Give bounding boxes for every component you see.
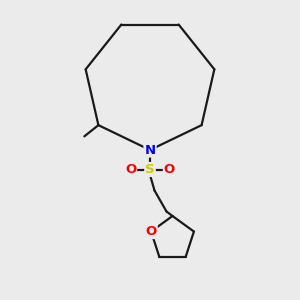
Text: O: O <box>125 163 136 176</box>
Text: O: O <box>146 225 157 238</box>
Text: O: O <box>164 163 175 176</box>
Text: S: S <box>145 163 155 176</box>
Text: N: N <box>144 143 156 157</box>
